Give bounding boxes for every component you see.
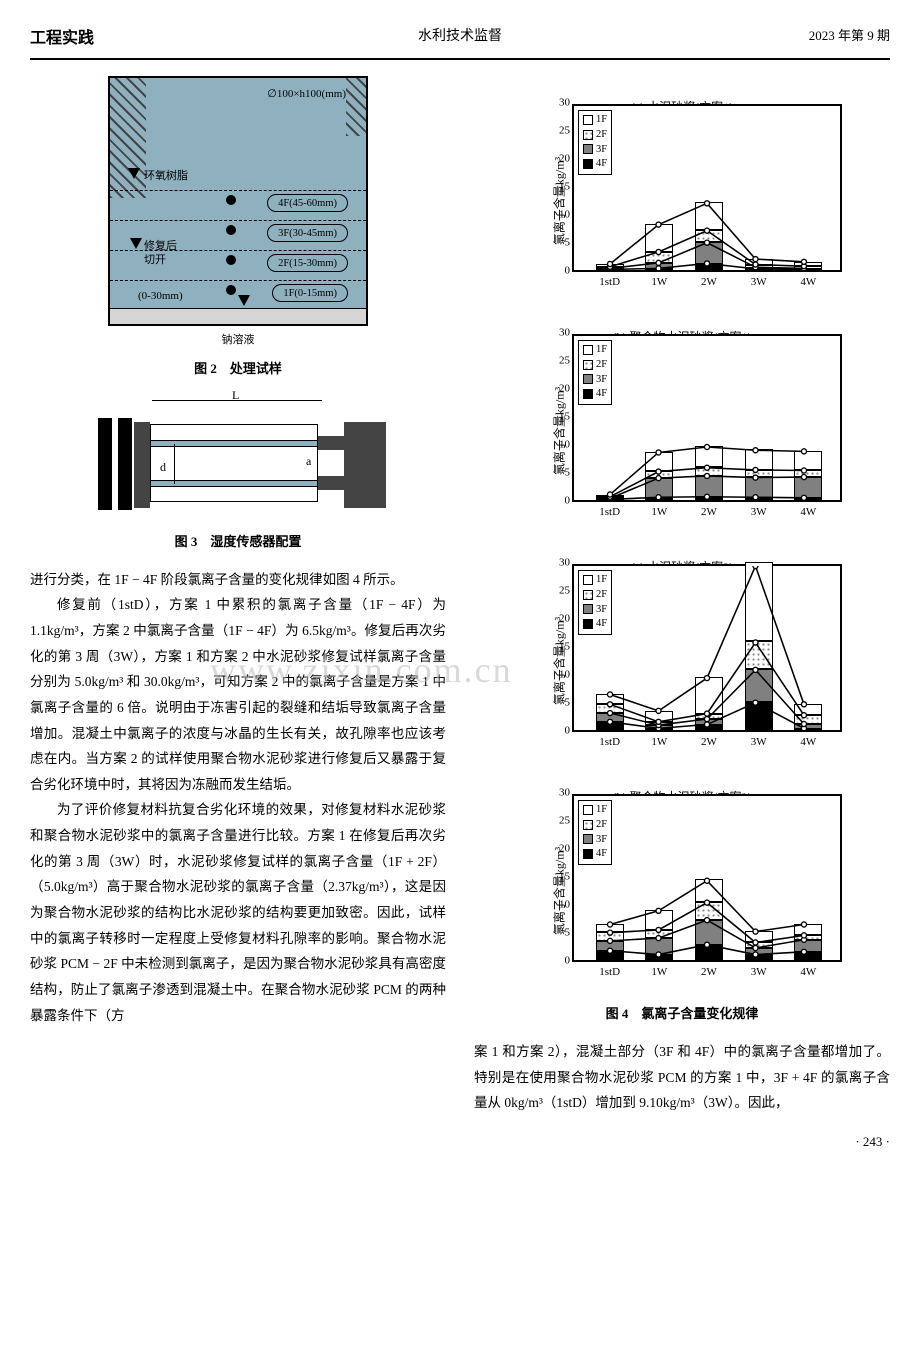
figure-3-caption: 图 3 湿度传感器配置 [30, 530, 446, 555]
fig3-L: L [232, 384, 239, 407]
right-column: 0510152025301stD1W2W3W4W1F2F3F4F氯离子含量kg/… [474, 76, 890, 1116]
right-para-1: 案 1 和方案 2），混凝土部分（3F 和 4F）中的氯离子含量都增加了。特别是… [474, 1039, 890, 1116]
figure-2-diagram: ∅100×h100(mm) 环氧树脂 4F(45-60mm) 3F(30-45m… [108, 76, 368, 326]
chart-ylabel: 氯离子含量kg/m³ [549, 387, 572, 475]
chart-ylabel: 氯离子含量kg/m³ [549, 617, 572, 705]
fig3-a: a [306, 450, 311, 473]
chart-ylabel: 氯离子含量kg/m³ [549, 157, 572, 245]
fig2-layer-2f: 2F(15-30mm) [267, 254, 348, 272]
fig4-panel-a2: 0510152025301stD1W2W3W4W1F2F3F4F氯离子含量kg/… [512, 556, 852, 766]
fig2-na-label: 钠溶液 [30, 330, 446, 351]
fig4-panel-b2: 0510152025301stD1W2W3W4W1F2F3F4F氯离子含量kg/… [512, 786, 852, 996]
fig2-layer-4f: 4F(45-60mm) [267, 194, 348, 212]
fig2-epoxy: 环氧树脂 [144, 166, 188, 187]
chart-legend: 1F2F3F4F [578, 570, 612, 635]
chart-legend: 1F2F3F4F [578, 110, 612, 175]
left-column: www.zixin.com.cn ∅100×h100(mm) 环氧树脂 4F(4… [30, 76, 446, 1116]
chart-legend: 1F2F3F4F [578, 800, 612, 865]
figure-3-diagram: L d a [78, 394, 398, 524]
fig2-cut2: 切开 [144, 250, 166, 271]
fig2-top-label: ∅100×h100(mm) [267, 84, 346, 105]
left-para-1: 进行分类，在 1F − 4F 阶段氯离子含量的变化规律如图 4 所示。 [30, 567, 446, 593]
page-number: · 243 · [30, 1130, 890, 1155]
fig3-d: d [160, 456, 166, 479]
fig2-layer-1f: 1F(0-15mm) [272, 284, 348, 302]
left-para-3: 为了评价修复材料抗复合劣化环境的效果，对修复材料水泥砂浆和聚合物水泥砂浆中的氯离… [30, 797, 446, 1028]
figure-2-caption: 图 2 处理试样 [30, 357, 446, 382]
header-section: 工程实践 [30, 24, 94, 54]
fig4-panel-b1: 0510152025301stD1W2W3W4W1F2F3F4F氯离子含量kg/… [512, 326, 852, 536]
fig4-panel-a1: 0510152025301stD1W2W3W4W1F2F3F4F氯离子含量kg/… [512, 96, 852, 306]
fig2-range0: (0-30mm) [138, 286, 183, 307]
chart-ylabel: 氯离子含量kg/m³ [549, 847, 572, 935]
figure-4-caption: 图 4 氯离子含量变化规律 [474, 1002, 890, 1027]
page-header: 工程实践 2023 年第 9 期 [30, 24, 890, 60]
fig2-layer-3f: 3F(30-45mm) [267, 224, 348, 242]
left-para-2: 修复前（1stD），方案 1 中累积的氯离子含量（1F − 4F）为 1.1kg… [30, 592, 446, 797]
header-issue: 2023 年第 9 期 [809, 24, 890, 54]
chart-legend: 1F2F3F4F [578, 340, 612, 405]
